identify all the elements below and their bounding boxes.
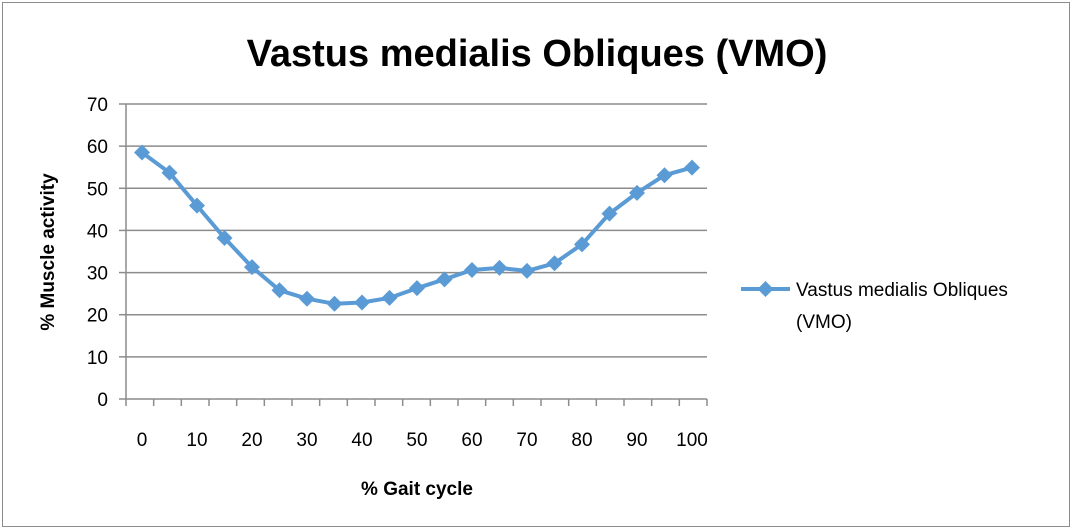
axes: [119, 103, 708, 406]
y-tick-label: 60: [87, 137, 108, 158]
data-point-marker: [299, 290, 315, 307]
y-tick-label: 10: [87, 348, 108, 369]
data-point-marker: [134, 144, 150, 161]
data-point-marker: [656, 167, 673, 184]
data-point-marker: [189, 197, 205, 214]
x-tick-label: 30: [296, 430, 317, 451]
data-point-marker: [574, 236, 590, 253]
data-point-marker: [326, 295, 343, 312]
legend-marker: [757, 281, 774, 297]
x-tick-label: 50: [406, 430, 427, 451]
y-tick-label: 0: [97, 390, 108, 411]
y-tick-label: 40: [87, 221, 108, 242]
x-tick-label: 40: [351, 430, 372, 451]
data-point-marker: [161, 164, 178, 181]
x-tick-label: 60: [461, 430, 482, 451]
data-point-marker: [519, 262, 535, 279]
data-point-marker: [381, 289, 398, 306]
data-point-marker: [629, 184, 645, 201]
series-group: [134, 144, 700, 312]
y-tick-labels: 0 10 20 30 40 50 60 70: [87, 95, 108, 411]
x-tick-label: 0: [137, 430, 148, 451]
y-tick-label: 50: [87, 179, 108, 200]
y-tick-label: 20: [87, 306, 108, 327]
data-point-marker: [244, 259, 260, 276]
data-point-marker: [354, 294, 370, 311]
x-tick-label: 20: [241, 430, 262, 451]
data-point-marker: [546, 255, 563, 272]
x-tick-label: 90: [626, 430, 647, 451]
data-point-marker: [491, 259, 508, 276]
data-point-marker: [409, 280, 425, 297]
gridlines: [126, 103, 707, 358]
x-axis-label: % Gait cycle: [361, 479, 473, 500]
data-point-marker: [271, 282, 288, 299]
legend-label: Vastus medialis Obliques (VMO): [796, 280, 1008, 333]
y-tick-label: 70: [87, 95, 108, 116]
chart-title: Vastus medialis Obliques (VMO): [247, 33, 828, 75]
data-point-marker: [601, 205, 618, 222]
data-point-marker: [464, 262, 480, 279]
y-tick-label: 30: [87, 264, 108, 285]
data-point-marker: [436, 271, 453, 288]
data-point-marker: [684, 159, 700, 176]
x-tick-labels: 0 10 20 30 40 50 60 70 80 90 100: [137, 430, 708, 451]
y-axis-label: % Muscle activity: [38, 173, 59, 331]
x-tick-label: 10: [186, 430, 207, 451]
x-tick-label: 80: [571, 430, 592, 451]
legend: Vastus medialis Obliques (VMO): [741, 280, 1008, 333]
x-tick-label: 100: [676, 430, 708, 451]
data-point-marker: [216, 230, 233, 247]
x-tick-label: 70: [516, 430, 537, 451]
